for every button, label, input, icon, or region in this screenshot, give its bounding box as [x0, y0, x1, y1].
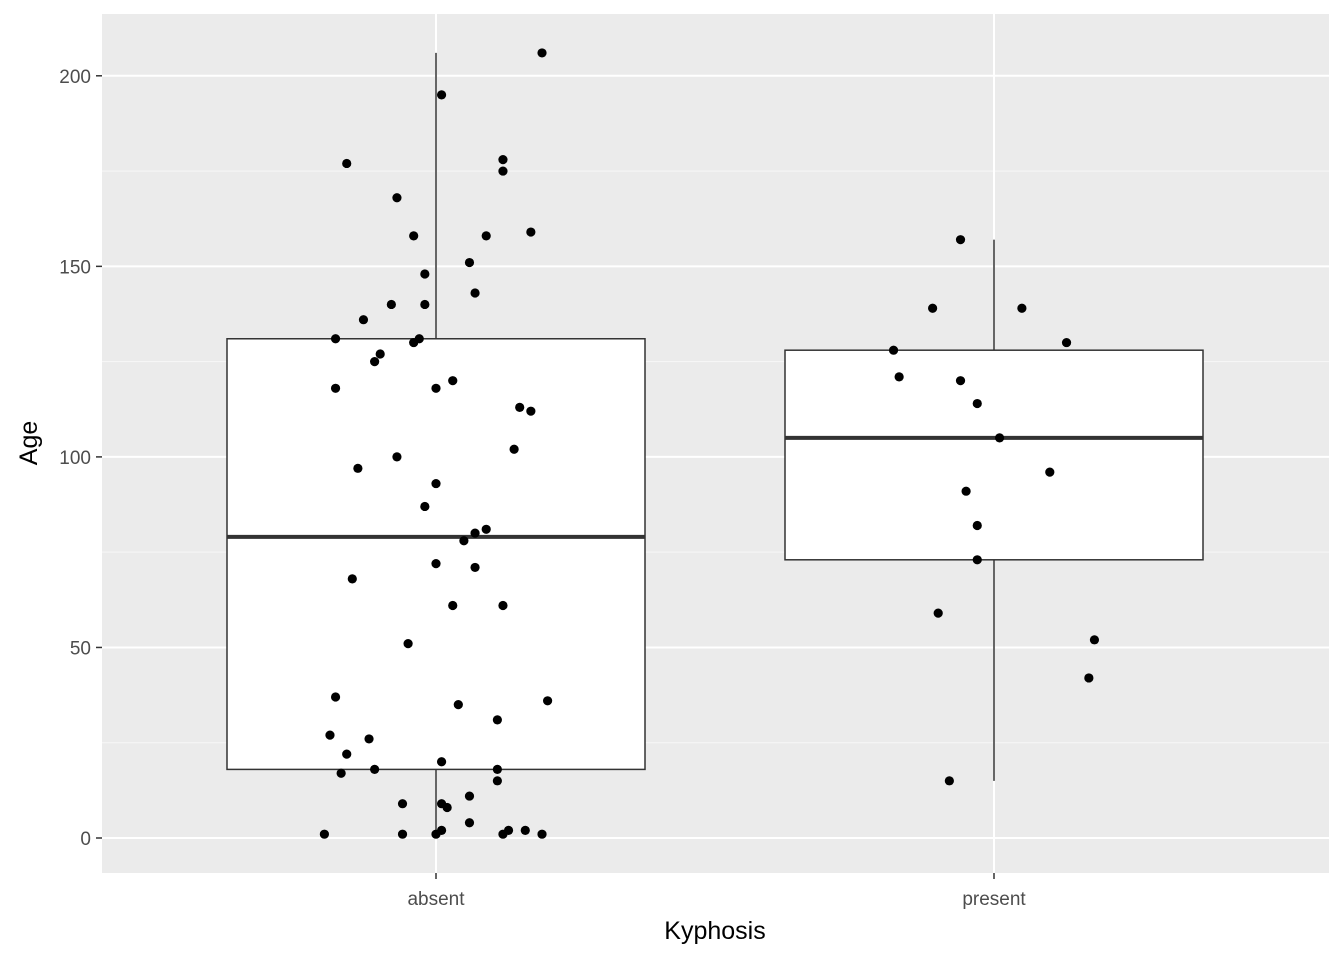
- data-point: [470, 528, 480, 538]
- data-point: [431, 559, 441, 569]
- y-axis-title: Age: [15, 421, 43, 465]
- data-point: [526, 227, 536, 237]
- data-point: [358, 315, 369, 325]
- data-point: [370, 764, 380, 775]
- data-point: [526, 406, 536, 416]
- data-point: [392, 193, 402, 203]
- data-point: [543, 696, 553, 706]
- data-point: [933, 608, 943, 618]
- data-point: [420, 299, 430, 310]
- data-point: [464, 818, 475, 828]
- data-point: [453, 700, 463, 710]
- data-point: [888, 345, 899, 355]
- data-point: [442, 802, 452, 813]
- y-axis: 0 50 100 150 200: [59, 67, 102, 850]
- data-point: [325, 730, 335, 740]
- data-point: [330, 383, 341, 393]
- data-points: [319, 48, 1100, 839]
- data-point: [520, 825, 530, 835]
- data-point: [431, 829, 441, 839]
- y-tick-label: 100: [59, 448, 91, 469]
- data-point: [397, 799, 408, 809]
- data-point: [955, 376, 966, 386]
- data-point: [364, 734, 374, 744]
- data-point: [370, 357, 380, 367]
- data-point: [515, 402, 525, 412]
- data-point: [431, 478, 441, 489]
- data-point: [431, 383, 441, 393]
- y-tick-label: 150: [59, 257, 91, 278]
- data-point: [420, 269, 430, 279]
- data-point: [509, 444, 519, 454]
- data-point: [492, 776, 502, 786]
- data-point: [336, 768, 346, 778]
- iqr-box: [226, 338, 646, 771]
- data-point: [342, 158, 352, 169]
- y-tick-label: 50: [70, 638, 91, 659]
- data-point: [944, 776, 954, 786]
- box-present: [784, 239, 1204, 781]
- data-point: [375, 349, 385, 359]
- data-point: [1061, 337, 1072, 348]
- data-point: [894, 372, 904, 382]
- data-point: [330, 334, 341, 344]
- data-point: [448, 600, 458, 611]
- data-point: [353, 463, 363, 473]
- data-point: [994, 433, 1005, 443]
- data-point: [498, 155, 508, 165]
- data-point: [1084, 673, 1094, 683]
- y-tick-label: 0: [80, 829, 91, 850]
- data-point: [342, 749, 352, 759]
- data-point: [1017, 303, 1027, 313]
- data-point: [436, 757, 447, 767]
- x-tick-label: absent: [407, 889, 465, 910]
- box-absent: [226, 52, 646, 835]
- data-point: [537, 829, 547, 839]
- data-point: [972, 398, 982, 409]
- data-point: [459, 536, 469, 546]
- data-point: [386, 299, 396, 310]
- boxes: [226, 52, 1204, 835]
- data-point: [1045, 467, 1055, 477]
- iqr-box: [784, 349, 1204, 561]
- data-point: [481, 231, 491, 241]
- data-point: [420, 501, 430, 512]
- data-point: [319, 829, 329, 839]
- data-point: [972, 520, 982, 531]
- data-point: [330, 692, 341, 702]
- data-point: [409, 337, 419, 348]
- data-point: [972, 555, 982, 565]
- y-tick-label: 200: [59, 67, 91, 88]
- data-point: [464, 791, 475, 801]
- data-point: [470, 562, 480, 573]
- x-tick-label: present: [962, 889, 1026, 910]
- data-point: [436, 90, 447, 100]
- data-point: [464, 257, 475, 268]
- data-point: [492, 715, 502, 725]
- data-point: [409, 231, 419, 241]
- data-point: [347, 574, 357, 584]
- data-point: [961, 486, 971, 496]
- data-point: [537, 48, 547, 58]
- data-point: [392, 452, 402, 462]
- x-axis: absent present: [407, 873, 1026, 910]
- data-point: [492, 764, 502, 775]
- data-point: [448, 376, 458, 386]
- x-axis-title: Kyphosis: [664, 917, 765, 945]
- data-point: [498, 166, 508, 176]
- data-point: [403, 639, 413, 649]
- data-point: [397, 829, 408, 839]
- data-point: [498, 600, 508, 611]
- data-point: [470, 288, 480, 298]
- data-point: [955, 235, 966, 245]
- data-point: [481, 524, 491, 534]
- data-point: [1089, 635, 1100, 645]
- data-point: [928, 303, 938, 313]
- data-point: [498, 829, 508, 839]
